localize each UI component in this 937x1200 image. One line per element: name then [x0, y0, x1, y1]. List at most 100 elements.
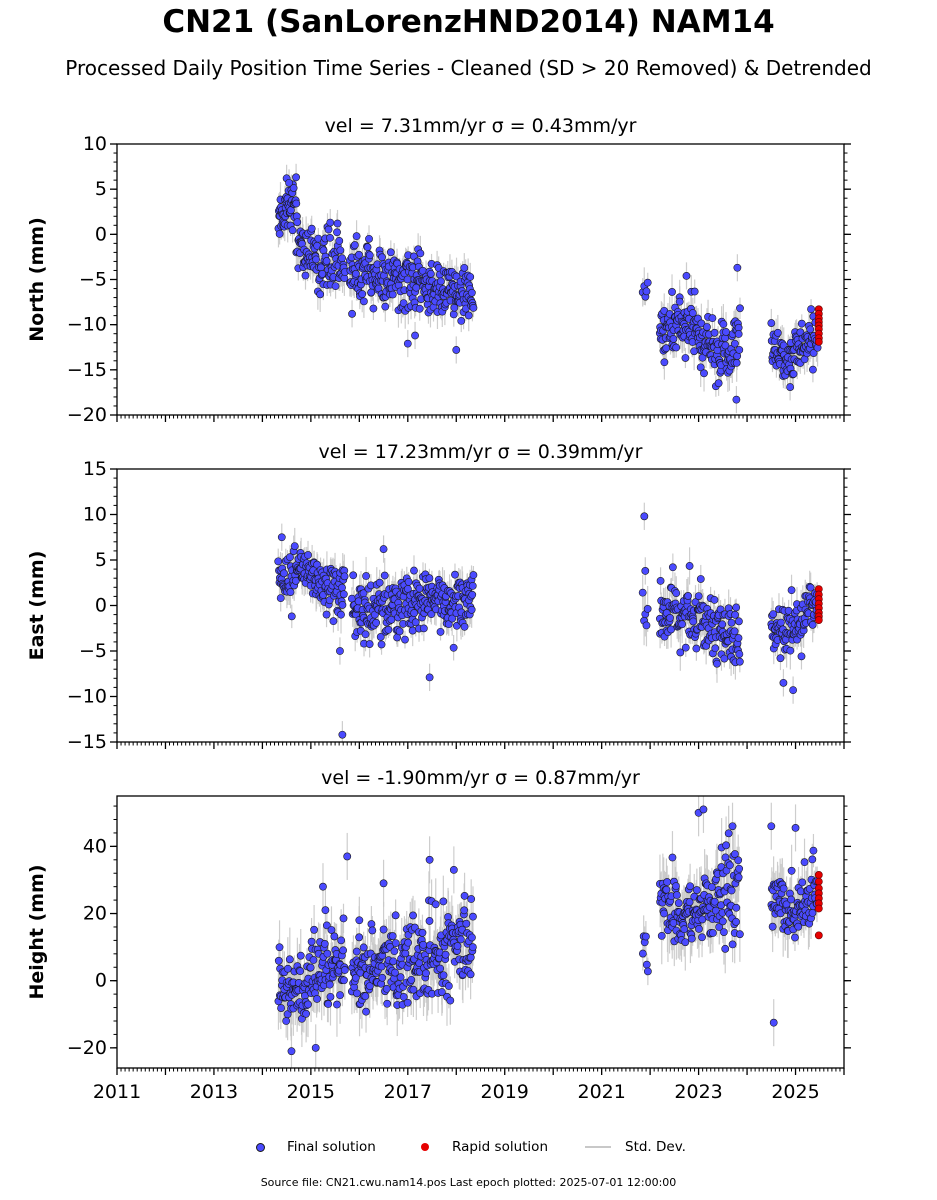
final-point — [724, 829, 733, 838]
final-point — [388, 290, 397, 299]
final-point — [638, 949, 647, 958]
final-point — [287, 1047, 296, 1056]
y-axis-label: East (mm) — [26, 551, 48, 661]
final-point — [437, 988, 446, 996]
data-layer — [274, 502, 823, 742]
final-point — [714, 379, 723, 388]
final-point — [735, 345, 744, 354]
final-point — [350, 241, 359, 249]
final-point — [290, 542, 299, 550]
final-point — [399, 993, 408, 1001]
final-point — [730, 339, 739, 348]
final-point — [333, 228, 341, 237]
final-point — [326, 218, 335, 227]
final-point — [353, 989, 361, 998]
panel-2: vel = -1.90mm/yr σ = 0.87mm/yr Height (mm… — [26, 767, 851, 1103]
final-point — [329, 617, 338, 626]
final-point — [466, 272, 475, 281]
final-point — [468, 943, 477, 952]
final-point — [735, 657, 744, 666]
final-point — [283, 964, 292, 973]
final-point — [732, 395, 741, 404]
final-point — [460, 891, 469, 900]
final-point — [663, 878, 672, 886]
final-point — [419, 624, 428, 633]
final-point — [452, 272, 461, 281]
final-point — [695, 925, 703, 933]
final-point — [794, 922, 803, 931]
final-point — [721, 944, 730, 953]
final-point — [379, 545, 388, 553]
final-point — [642, 960, 651, 969]
final-point — [730, 627, 739, 636]
final-point — [680, 925, 689, 934]
final-point — [376, 633, 385, 641]
final-point — [411, 331, 419, 340]
final-point — [685, 562, 694, 570]
final-point — [340, 966, 349, 974]
final-point — [449, 865, 458, 874]
final-point — [786, 383, 795, 391]
final-point — [719, 320, 728, 329]
final-point — [361, 992, 370, 1001]
final-point — [313, 560, 321, 569]
final-point — [425, 855, 434, 864]
final-point — [348, 594, 356, 603]
final-point — [735, 617, 743, 626]
final-point — [469, 912, 477, 921]
final-point — [698, 353, 707, 362]
y-tick-label: 0 — [95, 970, 107, 992]
final-point — [293, 218, 302, 227]
final-point — [358, 290, 367, 298]
y-tick-label: 0 — [95, 595, 107, 617]
final-point — [678, 620, 687, 629]
panel-title: vel = 7.31mm/yr σ = 0.43mm/yr — [325, 115, 637, 137]
final-point — [728, 822, 737, 831]
final-point — [292, 199, 301, 208]
final-point — [338, 601, 347, 609]
final-point — [379, 879, 388, 888]
final-point — [441, 950, 450, 959]
final-point — [325, 980, 334, 989]
final-point — [355, 916, 364, 925]
final-point — [797, 652, 806, 661]
y-tick-label: 5 — [95, 549, 107, 571]
final-point — [383, 999, 392, 1008]
final-point — [365, 234, 373, 243]
final-point — [425, 917, 434, 925]
final-point — [436, 964, 445, 973]
final-point — [656, 576, 665, 585]
final-point — [727, 886, 736, 895]
final-point — [769, 610, 778, 619]
final-point — [642, 287, 651, 296]
final-point — [289, 184, 298, 192]
final-point — [676, 648, 685, 657]
final-point — [348, 309, 356, 318]
final-point — [467, 605, 476, 614]
final-point — [391, 968, 399, 977]
final-point — [277, 1004, 285, 1012]
final-point — [697, 319, 706, 328]
final-point — [322, 610, 331, 619]
final-point — [377, 640, 386, 649]
final-point — [381, 302, 390, 311]
y-tick-label: 10 — [83, 504, 107, 526]
final-point — [690, 347, 699, 356]
final-point — [439, 897, 448, 906]
y-tick-label: 10 — [83, 133, 107, 155]
final-point — [787, 866, 796, 875]
final-point — [362, 572, 370, 580]
final-point — [422, 969, 430, 978]
final-point — [809, 846, 818, 855]
final-point — [391, 939, 400, 948]
final-point — [700, 369, 708, 378]
final-point — [367, 288, 376, 297]
final-point — [643, 967, 652, 976]
final-point — [725, 861, 734, 870]
rapid-point — [814, 877, 823, 886]
final-point — [404, 938, 412, 947]
final-point — [460, 906, 469, 915]
rapid-point — [814, 337, 823, 346]
final-point — [274, 557, 283, 566]
